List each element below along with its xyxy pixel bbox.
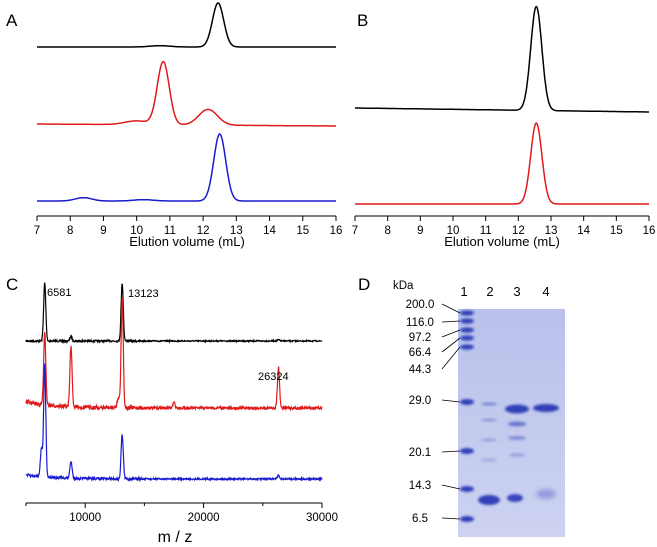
mw-marker-label: 97.2 <box>409 332 431 344</box>
mw-marker-label: 29.0 <box>409 395 431 407</box>
tick-label: 10000 <box>69 512 101 524</box>
mw-pointer-line <box>441 329 461 338</box>
tick-label: 7 <box>352 225 358 237</box>
sample-band <box>481 438 497 442</box>
tick-label: 20000 <box>188 512 220 524</box>
sample-band <box>508 436 526 440</box>
tick-label: 14 <box>263 225 276 237</box>
mw-pointer-line <box>441 303 461 314</box>
ladder-band <box>460 344 474 350</box>
tick-label: 15 <box>296 225 309 237</box>
panel-a-chart: 7 8 9 10 11 12 13 14 15 16 Elution volume (mL) <box>34 2 343 249</box>
mw-marker-label: 14.3 <box>409 480 431 492</box>
mw-pointer-line <box>441 450 461 453</box>
trace-blue <box>37 133 336 202</box>
trace-black <box>355 5 649 113</box>
panel-c-chart: 10000 20000 30000 6581 13123 26324 m / z <box>25 282 338 546</box>
tick-label: 16 <box>330 225 343 237</box>
panel-b-xlabel: Elution volume (mL) <box>444 234 560 249</box>
mw-pointer-line <box>441 399 461 403</box>
sample-band <box>505 404 529 414</box>
sample-band <box>509 453 525 457</box>
spectrum-blue <box>25 363 323 483</box>
peak-label-26324: 26324 <box>258 371 289 383</box>
tick-label: 10 <box>130 225 143 237</box>
tick-label: 8 <box>67 225 73 237</box>
mw-marker-label: 200.0 <box>406 299 435 311</box>
ladder-band <box>460 318 474 324</box>
tick-label: 13 <box>230 225 243 237</box>
tick-label: 7 <box>34 225 40 237</box>
tick-label: 12 <box>512 225 525 237</box>
trace-red <box>37 60 336 127</box>
sample-band <box>536 489 556 499</box>
ladder-band <box>460 448 474 454</box>
ladder-band <box>460 310 474 316</box>
tick-label: 10 <box>447 225 460 237</box>
sample-band <box>481 402 497 406</box>
sample-band <box>481 418 497 422</box>
tick-label: 11 <box>164 225 176 237</box>
mw-marker-label: 20.1 <box>409 447 431 459</box>
ladder-band <box>460 399 474 405</box>
trace-black <box>37 2 336 48</box>
gel-unit-label: kDa <box>393 280 414 292</box>
ladder-band <box>460 327 474 333</box>
sample-band <box>508 421 526 427</box>
mw-marker-label: 116.0 <box>406 317 434 329</box>
lane-number: 4 <box>542 284 549 299</box>
mw-marker-label: 66.4 <box>409 347 432 359</box>
tick-label: 9 <box>100 225 106 237</box>
trace-red <box>355 122 649 205</box>
mw-pointer-line <box>441 484 461 490</box>
lane-number: 3 <box>513 284 520 299</box>
tick-label: 16 <box>643 225 656 237</box>
tick-label: 15 <box>610 225 623 237</box>
peak-label-6581: 6581 <box>47 287 71 299</box>
spectrum-red <box>25 297 323 412</box>
sample-band <box>507 494 523 502</box>
mw-marker-label: 44.3 <box>409 364 431 376</box>
tick-label: 12 <box>197 225 210 237</box>
panel-c-xlabel: m / z <box>158 529 193 546</box>
lane-number: 1 <box>460 284 467 299</box>
tick-label: 11 <box>480 225 492 237</box>
mw-pointer-line <box>441 346 461 370</box>
panel-d-gel: kDa 200.0 116.0 97.2 66.4 44.3 29.0 20.1 14.3 6.… <box>393 280 565 537</box>
panel-a-label: A <box>6 11 18 30</box>
ladder-band <box>460 516 474 522</box>
panel-c-label: C <box>6 275 18 294</box>
sample-band <box>478 495 500 505</box>
spectrum-black <box>25 282 323 345</box>
ladder-band <box>460 335 474 341</box>
tick-label: 14 <box>577 225 590 237</box>
sample-band <box>533 404 559 412</box>
tick-label: 13 <box>545 225 558 237</box>
panel-b-label: B <box>357 11 368 30</box>
sample-band <box>481 458 497 462</box>
peak-label-13123: 13123 <box>128 288 159 300</box>
ladder-band <box>460 486 474 492</box>
tick-label: 9 <box>417 225 423 237</box>
tick-label: 30000 <box>306 512 338 524</box>
tick-label: 8 <box>384 225 390 237</box>
mw-pointer-line <box>441 337 461 353</box>
panel-a-xlabel: Elution volume (mL) <box>129 234 245 249</box>
mw-pointer-line <box>441 320 461 323</box>
panel-b-chart: 7 8 9 10 11 12 13 14 15 16 Elution volume (mL) <box>352 5 656 249</box>
lane-number: 2 <box>486 284 493 299</box>
panel-d-label: D <box>358 275 370 294</box>
mw-pointer-line <box>441 517 461 520</box>
mw-marker-label: 6.5 <box>412 513 428 525</box>
